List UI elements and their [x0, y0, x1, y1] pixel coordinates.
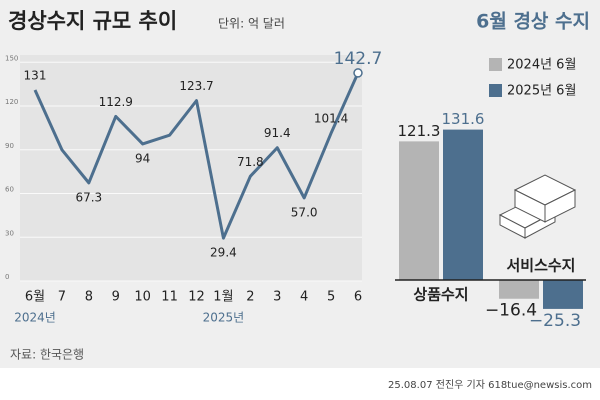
category-label: 상품수지 [413, 286, 468, 304]
value-label: 94 [135, 151, 150, 165]
y-tick-label: 150 [5, 54, 18, 62]
source: 자료: 한국은행 [10, 347, 84, 362]
y-tick-label: 90 [5, 142, 14, 150]
x-tick-label: 4 [300, 290, 308, 305]
chart-title: 경상수지 규모 추이 [8, 9, 177, 33]
credit: 25.08.07 전진우 기자 618tue@newsis.com [388, 379, 592, 391]
category-label: 서비스수지 [506, 257, 575, 275]
value-label: 123.7 [179, 79, 213, 93]
x-tick-label: 12 [188, 290, 205, 305]
value-label: −25.3 [529, 311, 581, 331]
x-tick-label: 8 [85, 290, 93, 305]
x-tick-label: 11 [161, 290, 178, 305]
x-tick-label: 6월 [25, 290, 45, 305]
y-tick-label: 0 [5, 273, 9, 281]
legend-label: 2025년 6월 [507, 84, 576, 99]
line [33, 72, 360, 240]
value-label: −16.4 [485, 301, 537, 321]
bar-title: 6월 경상 수지 [476, 11, 590, 33]
bar [443, 129, 483, 280]
highlight-point [353, 68, 363, 78]
footer-strip [0, 368, 600, 400]
x-tick-label: 3 [273, 290, 281, 305]
value-label: 101.4 [314, 112, 348, 126]
x-tick-label: 1월 [213, 290, 233, 305]
value-label: 112.9 [99, 95, 133, 109]
x-tick-label: 9 [112, 290, 120, 305]
legend-swatch [489, 58, 502, 71]
legend-swatch [489, 84, 502, 97]
value-label: 131.6 [442, 110, 485, 128]
value-label: 67.3 [75, 190, 102, 204]
value-label: 29.4 [210, 246, 237, 260]
value-label: 57.0 [291, 205, 318, 219]
money-icon [498, 174, 577, 239]
bar [399, 141, 439, 280]
year-label: 2024년 [14, 311, 56, 325]
y-tick-label: 60 [5, 186, 14, 194]
value-label: 131 [24, 68, 47, 82]
x-tick-label: 2 [246, 290, 254, 305]
value-label: 71.8 [237, 155, 264, 169]
value-label: 91.4 [264, 126, 291, 140]
legend-label: 2024년 6월 [507, 58, 576, 73]
value-label: 121.3 [398, 122, 441, 140]
x-tick-label: 7 [58, 290, 66, 305]
bar [543, 280, 583, 309]
x-tick-label: 10 [134, 290, 151, 305]
y-tick-label: 30 [5, 229, 14, 237]
chart-subtitle: 단위: 억 달러 [218, 17, 285, 31]
x-tick-label: 6 [354, 290, 362, 305]
y-tick-label: 120 [5, 98, 18, 106]
bar [499, 280, 539, 299]
year-label: 2025년 [203, 311, 245, 325]
value-label: 142.7 [334, 49, 383, 69]
x-tick-label: 5 [327, 290, 335, 305]
